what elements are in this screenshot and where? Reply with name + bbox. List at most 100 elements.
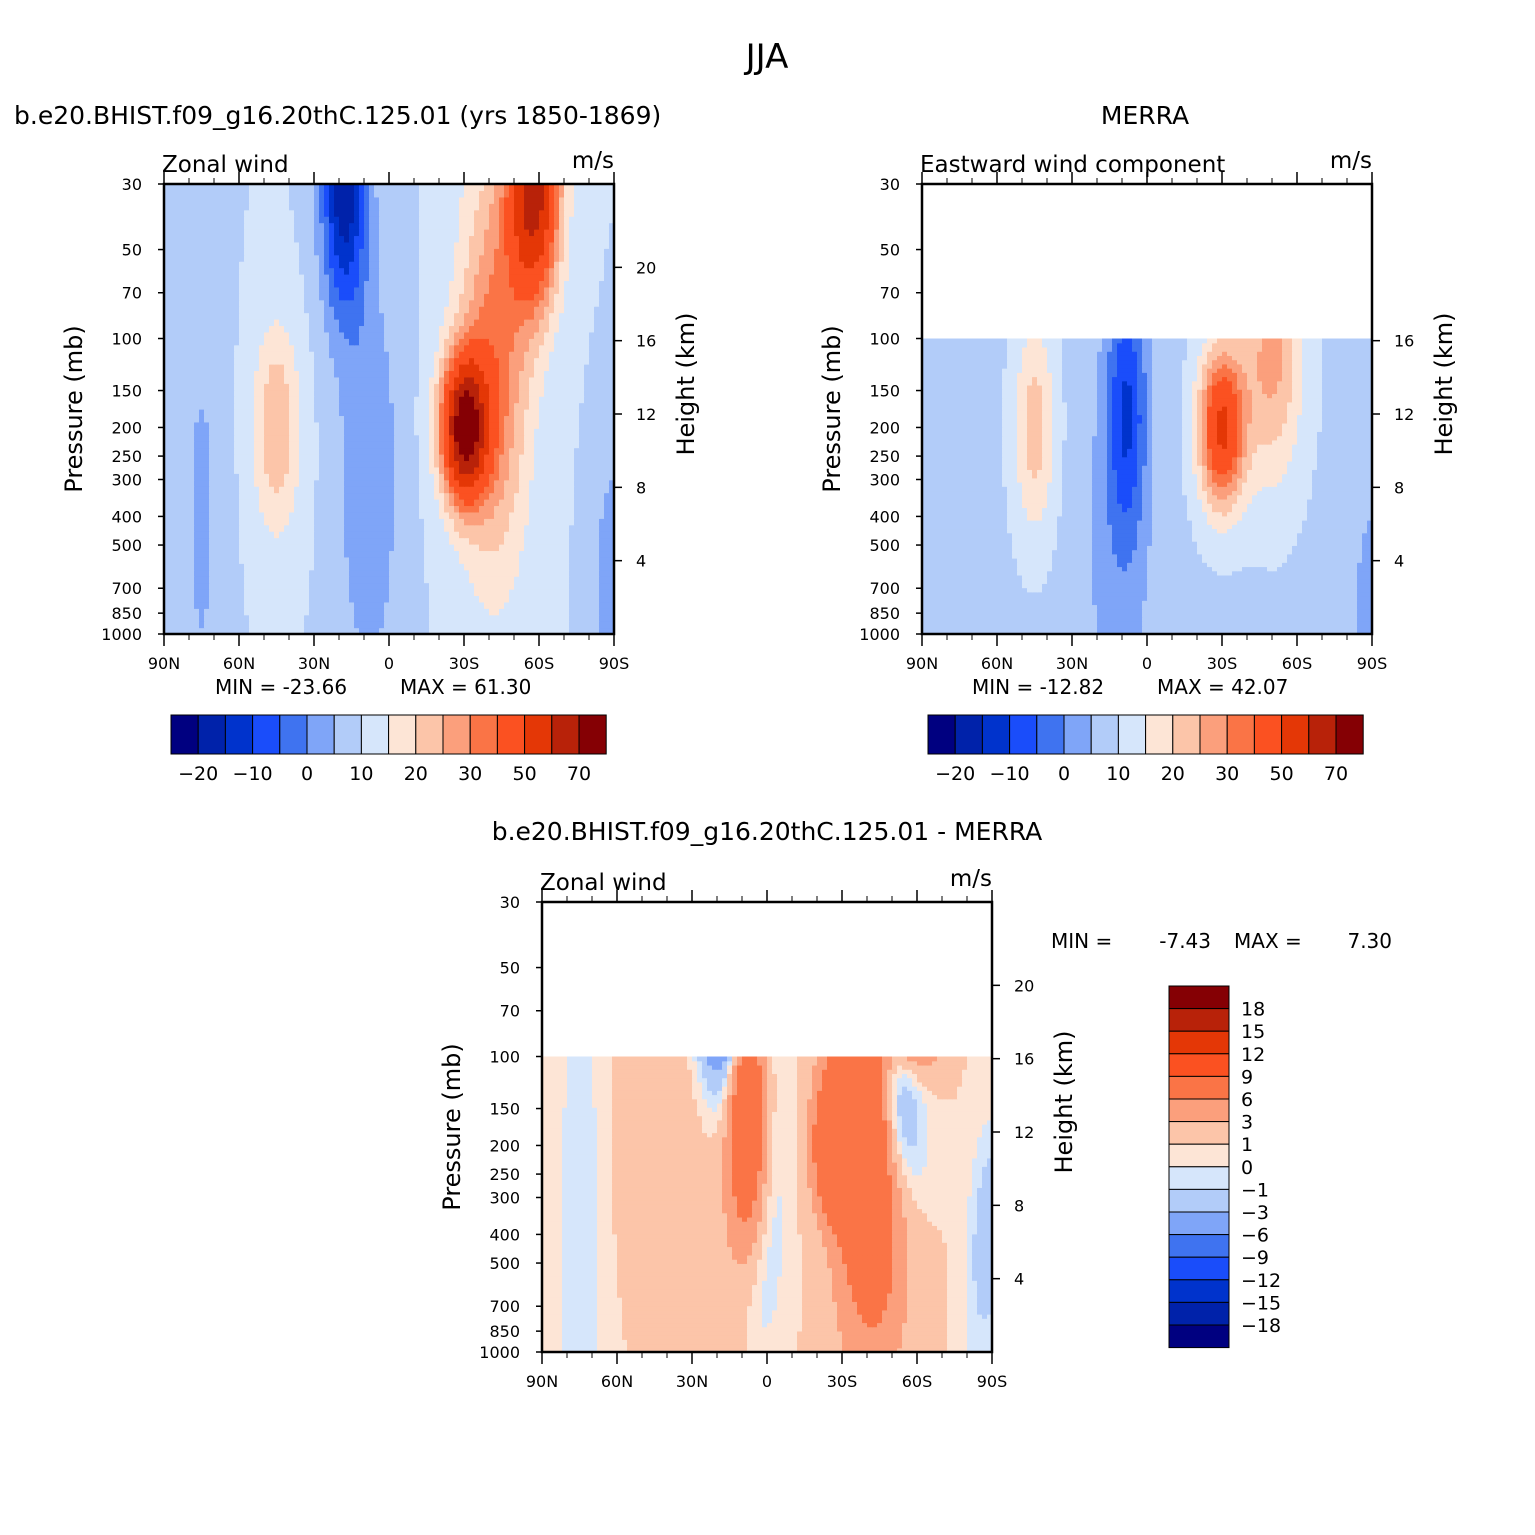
field-cell bbox=[314, 312, 320, 320]
field-cell bbox=[389, 537, 395, 545]
field-cell bbox=[474, 544, 480, 552]
field-cell bbox=[519, 434, 525, 442]
field-cell bbox=[259, 286, 265, 294]
field-cell bbox=[214, 415, 220, 423]
field-cell bbox=[219, 441, 225, 449]
field-cell bbox=[249, 595, 255, 603]
field-cell bbox=[539, 499, 545, 507]
field-cell bbox=[259, 325, 265, 333]
field-cell bbox=[434, 344, 440, 352]
field-cell bbox=[414, 351, 420, 359]
field-cell bbox=[459, 383, 465, 391]
field-cell bbox=[359, 319, 365, 327]
field-cell bbox=[484, 524, 490, 532]
field-cell bbox=[474, 409, 480, 417]
field-cell bbox=[434, 544, 440, 552]
field-cell bbox=[339, 370, 345, 378]
field-cell bbox=[574, 364, 580, 372]
field-cell bbox=[454, 582, 460, 590]
field-cell bbox=[309, 576, 315, 584]
field-cell bbox=[594, 344, 600, 352]
field-cell bbox=[559, 319, 565, 327]
field-cell bbox=[379, 537, 385, 545]
field-cell bbox=[204, 505, 210, 513]
field-cell bbox=[184, 531, 190, 539]
field-cell bbox=[259, 280, 265, 288]
field-cell bbox=[304, 428, 310, 436]
field-cell bbox=[379, 293, 385, 301]
field-cell bbox=[449, 434, 455, 442]
field-cell bbox=[179, 434, 185, 442]
field-cell bbox=[334, 383, 340, 391]
field-cell bbox=[464, 601, 470, 609]
field-cell bbox=[464, 441, 470, 449]
field-cell bbox=[559, 473, 565, 481]
field-cell bbox=[424, 601, 430, 609]
field-cell bbox=[609, 293, 615, 301]
field-cell bbox=[339, 286, 345, 294]
field-cell bbox=[224, 537, 230, 545]
field-cell bbox=[549, 492, 555, 500]
field-cell bbox=[189, 505, 195, 513]
field-cell bbox=[379, 331, 385, 339]
field-cell bbox=[234, 550, 240, 558]
field-cell bbox=[529, 466, 535, 474]
field-cell bbox=[504, 518, 510, 526]
field-cell bbox=[409, 383, 415, 391]
field-cell bbox=[324, 563, 330, 571]
field-cell bbox=[404, 338, 410, 346]
field-cell bbox=[564, 550, 570, 558]
field-cell bbox=[549, 280, 555, 288]
field-cell bbox=[539, 479, 545, 487]
field-cell bbox=[554, 383, 560, 391]
field-cell bbox=[534, 409, 540, 417]
field-cell bbox=[194, 492, 200, 500]
field-cell bbox=[269, 595, 275, 603]
field-cell bbox=[579, 589, 585, 597]
field-cell bbox=[324, 402, 330, 410]
field-cell bbox=[584, 601, 590, 609]
field-cell bbox=[169, 454, 175, 462]
field-cell bbox=[574, 544, 580, 552]
field-cell bbox=[259, 344, 265, 352]
field-cell bbox=[449, 299, 455, 307]
field-cell bbox=[474, 344, 480, 352]
field-cell bbox=[169, 409, 175, 417]
field-cell bbox=[564, 518, 570, 526]
field-cell bbox=[519, 376, 525, 384]
field-cell bbox=[324, 286, 330, 294]
field-cell bbox=[479, 402, 485, 410]
field-cell bbox=[384, 421, 390, 429]
field-cell bbox=[194, 376, 200, 384]
field-cell bbox=[329, 531, 335, 539]
field-cell bbox=[359, 499, 365, 507]
field-cell bbox=[324, 447, 330, 455]
field-cell bbox=[464, 627, 470, 635]
field-cell bbox=[314, 556, 320, 564]
field-cell bbox=[309, 319, 315, 327]
field-cell bbox=[229, 492, 235, 500]
field-cell bbox=[349, 286, 355, 294]
field-cell bbox=[249, 537, 255, 545]
field-cell bbox=[439, 325, 445, 333]
field-cell bbox=[284, 473, 290, 481]
field-cell bbox=[544, 563, 550, 571]
field-cell bbox=[319, 434, 325, 442]
field-cell bbox=[279, 544, 285, 552]
field-cell bbox=[349, 614, 355, 622]
field-cell bbox=[589, 595, 595, 603]
field-cell bbox=[584, 357, 590, 365]
field-cell bbox=[209, 383, 215, 391]
field-cell bbox=[354, 473, 360, 481]
field-cell bbox=[424, 383, 430, 391]
field-cell bbox=[239, 601, 245, 609]
field-cell bbox=[209, 466, 215, 474]
field-cell bbox=[339, 460, 345, 468]
field-cell bbox=[339, 576, 345, 584]
field-cell bbox=[384, 544, 390, 552]
field-cell bbox=[514, 608, 520, 616]
field-cell bbox=[264, 274, 270, 282]
field-cell bbox=[419, 325, 425, 333]
field-cell bbox=[499, 608, 505, 616]
field-cell bbox=[419, 299, 425, 307]
